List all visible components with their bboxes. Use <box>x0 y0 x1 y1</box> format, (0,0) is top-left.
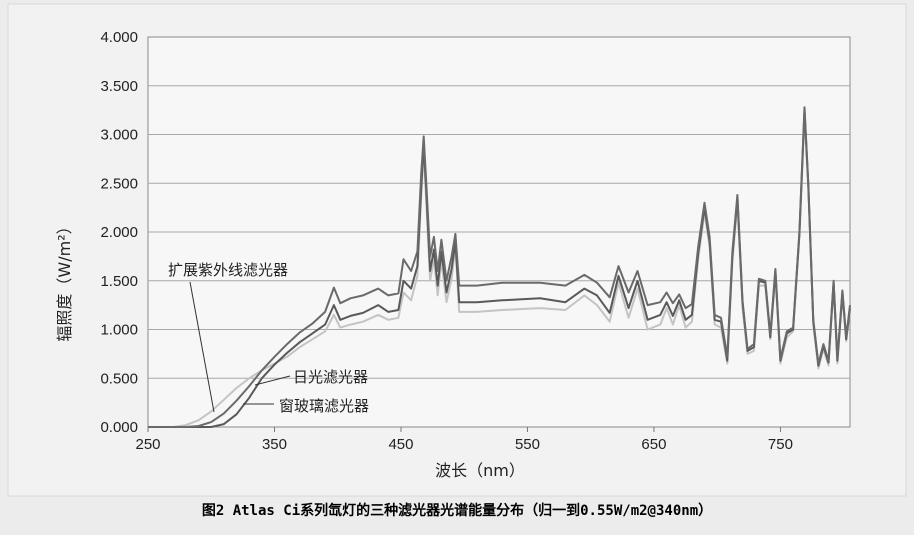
gridlines <box>148 85 850 379</box>
annotation-daylight: 日光滤光器 <box>293 368 368 386</box>
y-tick-label: 4.000 <box>100 29 138 46</box>
x-tick-label: 450 <box>388 436 413 453</box>
x-tick-label: 250 <box>135 436 160 453</box>
annotations: 扩展紫外线滤光器 日光滤光器 窗玻璃滤光器 <box>168 261 369 415</box>
y-tick-label: 0.500 <box>100 370 138 387</box>
y-tick-label: 1.500 <box>100 273 138 290</box>
annotation-extended-uv: 扩展紫外线滤光器 <box>168 261 288 279</box>
x-axis-ticks: 250 350 450 550 650 750 <box>135 427 793 453</box>
x-tick-label: 350 <box>262 436 287 453</box>
y-axis-label: 辐照度（W/m²） <box>55 218 74 341</box>
leader-line-extended-uv <box>189 281 215 413</box>
y-tick-label: 2.000 <box>100 224 138 241</box>
series-lines <box>148 106 851 428</box>
y-tick-label: 2.500 <box>100 175 138 192</box>
x-tick-label: 750 <box>768 436 793 453</box>
y-tick-label: 3.000 <box>100 127 138 144</box>
y-tick-label: 0.000 <box>100 419 138 436</box>
series-line-0 <box>148 106 851 428</box>
x-tick-label: 650 <box>641 436 666 453</box>
figure-caption: 图2 Atlas Ci系列氙灯的三种滤光器光谱能量分布（归一到0.55W/m2@… <box>201 503 713 519</box>
x-tick-label: 550 <box>515 436 540 453</box>
y-axis-ticks: 0.000 0.500 1.000 1.500 2.000 2.500 3.000 3.500… <box>100 29 138 436</box>
annotation-window-glass: 窗玻璃滤光器 <box>279 397 369 415</box>
leader-line-daylight <box>254 375 291 386</box>
y-tick-label: 3.500 <box>100 78 138 95</box>
y-tick-label: 1.000 <box>100 322 138 339</box>
x-axis-label: 波长（nm） <box>435 461 525 480</box>
